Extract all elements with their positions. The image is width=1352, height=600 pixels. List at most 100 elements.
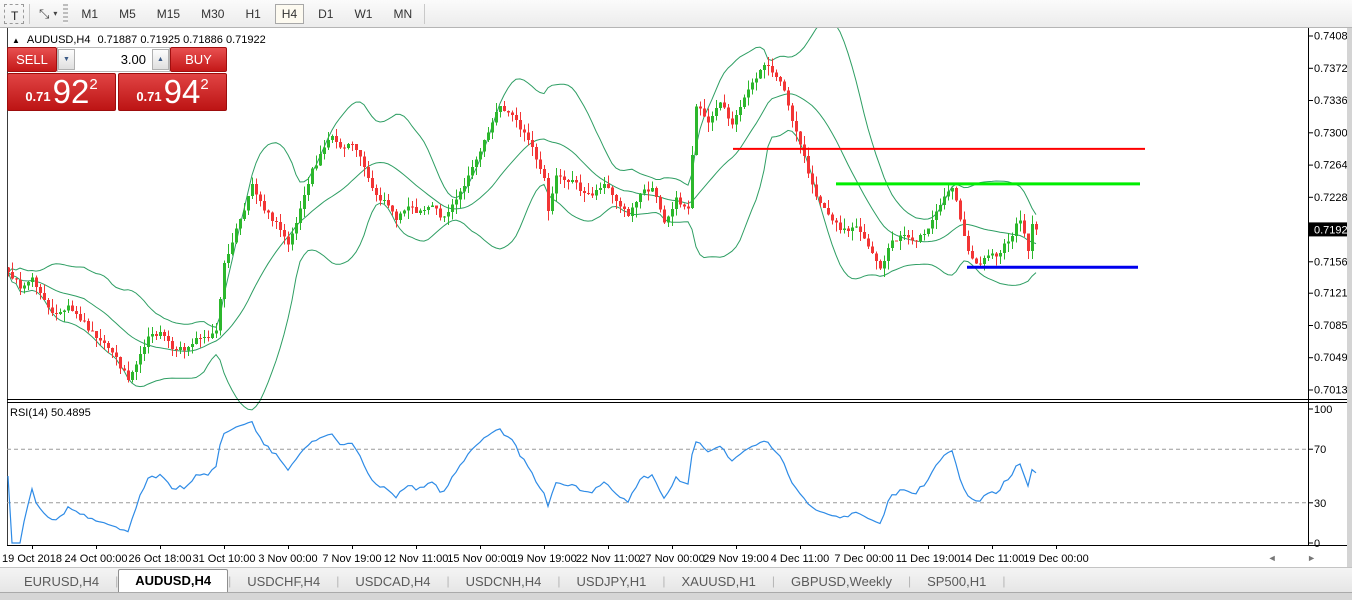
- toolbar-separator: [424, 3, 426, 24]
- buy-price-display[interactable]: 0.71 94 2: [118, 73, 227, 111]
- date-label: 19 Nov 19:00: [511, 553, 576, 565]
- tab-scroll-arrows-icon[interactable]: ◄ ►: [1267, 553, 1330, 563]
- toolbar: T ⤡ ▾ M1 M5 M15 M30 H1 H4 D1 W1 MN: [0, 0, 1352, 28]
- sell-price-sup: 2: [89, 76, 98, 93]
- rsi-indicator-label: RSI(14) 50.4895: [10, 407, 91, 419]
- chart-tab-usdchf-h4[interactable]: USDCHF,H4: [247, 574, 321, 589]
- tab-divider: |: [446, 574, 450, 588]
- cursor-tool-button[interactable]: ⤡ ▾: [35, 4, 61, 24]
- toolbar-separator: [29, 3, 30, 24]
- buy-price-big: 94: [163, 73, 201, 110]
- date-label: 24 Oct 00:00: [65, 553, 128, 565]
- date-label: 14 Dec 11:00: [960, 553, 1025, 565]
- price-axis-label: 0.73360: [1314, 95, 1352, 107]
- price-axis-label: 0.71210: [1314, 288, 1352, 300]
- date-label: 11 Dec 19:00: [896, 553, 961, 565]
- timeframe-toolbar: M1 M5 M15 M30 H1 H4 D1 W1 MN: [74, 3, 419, 24]
- chart-tab-usdjpy-h1[interactable]: USDJPY,H1: [576, 574, 647, 589]
- sell-price-display[interactable]: 0.71 92 2: [7, 73, 116, 111]
- date-label: 19 Dec 00:00: [1023, 553, 1088, 565]
- chevron-down-icon[interactable]: ▾: [53, 9, 58, 18]
- cursor-arrows-icon: ⤡: [39, 5, 50, 21]
- rsi-line: [7, 420, 1037, 544]
- buy-price-prefix: 0.71: [136, 89, 162, 104]
- volume-decrement-button[interactable]: ▼: [58, 49, 75, 70]
- date-label: 7 Nov 19:00: [322, 553, 381, 565]
- price-axis-label: 0.73000: [1314, 127, 1352, 139]
- date-label: 26 Oct 18:00: [129, 553, 192, 565]
- current-price-badge: [1309, 222, 1347, 237]
- date-label: 15 Nov 00:00: [447, 553, 512, 565]
- timeframe-button-m30[interactable]: M30: [201, 6, 225, 21]
- date-label: 19 Oct 2018: [2, 553, 62, 565]
- chart-tab-xauusd-h1[interactable]: XAUUSD,H1: [681, 574, 756, 589]
- chart-tab-bar: EURUSD,H4 | AUDUSD,H4 | USDCHF,H4 | USDCAD,H4 |…: [0, 567, 1352, 593]
- price-axis-label: 0.72280: [1314, 192, 1352, 204]
- window-right-edge: [1347, 28, 1352, 600]
- chart-symbol-title: AUDUSD,H4: [26, 34, 91, 46]
- toolbar-grip[interactable]: [63, 3, 69, 24]
- timeframe-button-d1[interactable]: D1: [318, 6, 334, 21]
- status-bar: [0, 592, 1352, 600]
- date-label: 27 Nov 00:00: [639, 553, 704, 565]
- timeframe-button-m5[interactable]: M5: [119, 6, 136, 21]
- date-label: 12 Nov 11:00: [384, 553, 449, 565]
- tab-divider: |: [907, 574, 912, 588]
- chart-tab-sp500-h1[interactable]: SP500,H1: [927, 574, 987, 589]
- date-label: 7 Dec 00:00: [834, 553, 893, 565]
- sell-price-prefix: 0.71: [25, 89, 51, 104]
- price-axis-label: 0.71560: [1314, 256, 1352, 268]
- buy-price-sup: 2: [200, 76, 209, 93]
- sell-button[interactable]: SELL: [7, 47, 57, 72]
- date-label: 4 Dec 11:00: [771, 553, 830, 565]
- one-click-trade-panel: SELL ▼ 3.00 ▲ BUY 0.71 92 2 0.71 94 2: [7, 47, 227, 111]
- volume-stepper: ▼ 3.00 ▲: [57, 47, 170, 72]
- price-axis-label: 0.72640: [1314, 160, 1352, 172]
- timeframe-button-m15[interactable]: M15: [156, 6, 181, 21]
- timeframe-button-m1[interactable]: M1: [81, 6, 99, 21]
- tab-divider: |: [115, 574, 119, 588]
- tab-divider: |: [662, 574, 666, 588]
- date-label: 22 Nov 11:00: [576, 553, 641, 565]
- chart-tab-audusd-h4[interactable]: AUDUSD,H4: [118, 569, 229, 593]
- price-axis-label: 0.73720: [1314, 63, 1352, 75]
- candles-layer: [7, 56, 1038, 383]
- price-axis-label: 0.70490: [1314, 352, 1352, 364]
- volume-input[interactable]: 3.00: [120, 52, 146, 67]
- tab-divider: |: [1002, 574, 1006, 588]
- chart-up-arrow-icon: ▲: [12, 35, 20, 45]
- timeframe-button-h1[interactable]: H1: [245, 6, 261, 21]
- tab-divider: |: [557, 574, 561, 588]
- ohlc-readout: 0.71887 0.71925 0.71886 0.71922: [97, 34, 266, 46]
- bollinger-lower-band: [7, 129, 1037, 411]
- tab-divider: |: [336, 574, 340, 588]
- price-axis-label: 0.70130: [1314, 385, 1352, 397]
- bollinger-upper-band: [7, 19, 1037, 328]
- chart-header: ▲ AUDUSD,H4 0.71887 0.71925 0.71886 0.71…: [12, 34, 266, 46]
- buy-button[interactable]: BUY: [170, 47, 227, 72]
- price-axis-label: 0.70850: [1314, 320, 1352, 332]
- rsi-axis-label: 100: [1314, 404, 1332, 416]
- tab-divider: |: [771, 574, 776, 588]
- date-label: 31 Oct 10:00: [193, 553, 256, 565]
- sell-price-big: 92: [52, 73, 90, 110]
- chart-tab-usdcnh-h4[interactable]: USDCNH,H4: [465, 574, 542, 589]
- current-price-badge-text: 0.71922: [1314, 224, 1352, 236]
- timeframe-button-w1[interactable]: W1: [354, 6, 373, 21]
- timeframe-button-h4[interactable]: H4: [274, 3, 305, 24]
- price-axis-label: 0.74080: [1314, 31, 1352, 43]
- date-label: 29 Nov 19:00: [703, 553, 768, 565]
- tab-divider: |: [228, 574, 232, 588]
- rsi-axis-label: 30: [1314, 498, 1326, 510]
- text-tool-button[interactable]: T: [4, 3, 24, 24]
- chart-tab-eurusd-h4[interactable]: EURUSD,H4: [24, 574, 100, 589]
- volume-increment-button[interactable]: ▲: [152, 49, 169, 70]
- chart-tab-gbpusd-weekly[interactable]: GBPUSD,Weekly: [791, 574, 892, 589]
- rsi-axis-label: 0: [1314, 538, 1320, 550]
- rsi-axis-label: 70: [1314, 444, 1326, 456]
- bollinger-middle-band: [7, 93, 1037, 352]
- chart-tab-usdcad-h4[interactable]: USDCAD,H4: [355, 574, 431, 589]
- timeframe-button-mn[interactable]: MN: [393, 6, 413, 21]
